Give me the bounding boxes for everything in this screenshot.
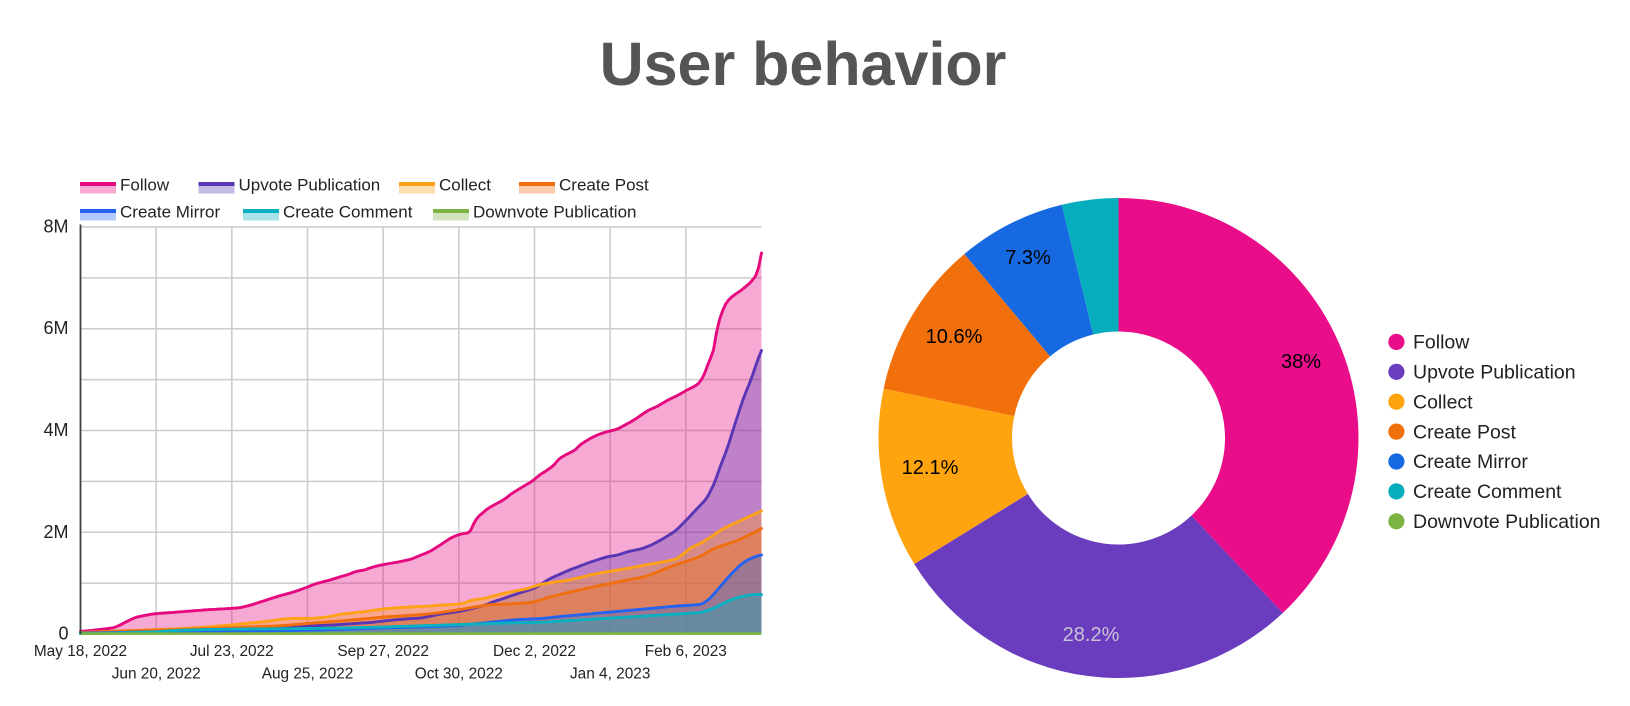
svg-text:Upvote Publication: Upvote Publication — [239, 176, 381, 195]
svg-text:Feb 6, 2023: Feb 6, 2023 — [645, 643, 727, 660]
svg-text:Follow: Follow — [120, 176, 170, 195]
svg-text:4M: 4M — [43, 420, 68, 440]
svg-text:38%: 38% — [1281, 351, 1321, 373]
svg-text:Create Mirror: Create Mirror — [120, 203, 220, 222]
svg-text:Downvote Publication: Downvote Publication — [1413, 511, 1601, 533]
svg-text:Follow: Follow — [1413, 332, 1470, 354]
svg-text:6M: 6M — [43, 318, 68, 338]
svg-text:Collect: Collect — [439, 176, 491, 195]
svg-text:Upvote Publication: Upvote Publication — [1413, 362, 1576, 384]
svg-text:Create Comment: Create Comment — [1413, 481, 1562, 503]
svg-text:0: 0 — [58, 624, 68, 644]
svg-text:Jan 4, 2023: Jan 4, 2023 — [570, 666, 650, 683]
svg-text:Create Mirror: Create Mirror — [1413, 451, 1528, 473]
svg-text:Create Post: Create Post — [1413, 421, 1517, 443]
svg-text:Sep 27, 2022: Sep 27, 2022 — [337, 643, 429, 660]
svg-text:Collect: Collect — [1413, 391, 1473, 413]
svg-text:12.1%: 12.1% — [902, 457, 959, 479]
svg-text:Jun 20, 2022: Jun 20, 2022 — [112, 666, 201, 683]
svg-text:Aug 25, 2022: Aug 25, 2022 — [262, 666, 354, 683]
svg-text:Downvote Publication: Downvote Publication — [473, 203, 636, 222]
svg-text:May 18, 2022: May 18, 2022 — [34, 643, 127, 660]
svg-text:Oct 30, 2022: Oct 30, 2022 — [415, 666, 503, 683]
svg-text:Create Comment: Create Comment — [283, 203, 413, 222]
svg-text:10.6%: 10.6% — [926, 326, 983, 348]
svg-text:28.2%: 28.2% — [1063, 624, 1120, 646]
svg-text:Jul 23, 2022: Jul 23, 2022 — [190, 643, 274, 660]
svg-text:Create Post: Create Post — [559, 176, 649, 195]
svg-text:7.3%: 7.3% — [1005, 247, 1051, 269]
svg-text:Dec 2, 2022: Dec 2, 2022 — [493, 643, 576, 660]
svg-text:2M: 2M — [43, 522, 68, 542]
svg-text:8M: 8M — [43, 217, 68, 237]
